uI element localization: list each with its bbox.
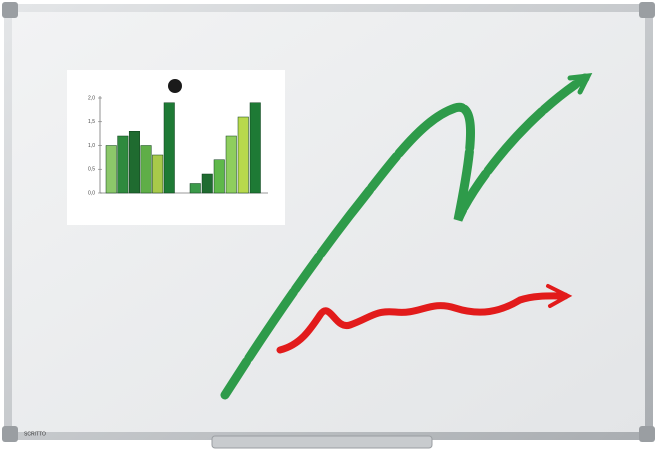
pinned-chart: 0,0 0,5 1,0 1,5 2,0 (88, 95, 261, 196)
y-tick-label: 0,5 (88, 167, 95, 173)
brand-label: SCRITTO (24, 431, 46, 437)
bar (213, 159, 225, 194)
bar (105, 145, 117, 194)
corner (639, 426, 655, 442)
marker-tray (211, 435, 433, 449)
magnet (168, 79, 182, 93)
bar (152, 154, 164, 194)
bar (201, 173, 213, 194)
corner (2, 2, 18, 18)
corner (639, 2, 655, 18)
y-tick-label: 2,0 (88, 95, 95, 101)
y-tick-label: 0,0 (88, 190, 95, 196)
red-arrowhead (546, 284, 573, 308)
bar (225, 135, 237, 194)
bar (249, 102, 261, 194)
green-arrow (220, 73, 590, 400)
red-arrow (276, 292, 569, 354)
bar (237, 116, 249, 194)
bar (189, 183, 201, 194)
green-arrowhead (567, 73, 593, 95)
bar (128, 131, 140, 194)
corner (2, 426, 18, 442)
bar (163, 102, 175, 194)
y-tick-label: 1,0 (88, 143, 95, 149)
y-tick-label: 1,5 (88, 119, 95, 125)
bar (140, 145, 152, 194)
bar (117, 135, 129, 194)
